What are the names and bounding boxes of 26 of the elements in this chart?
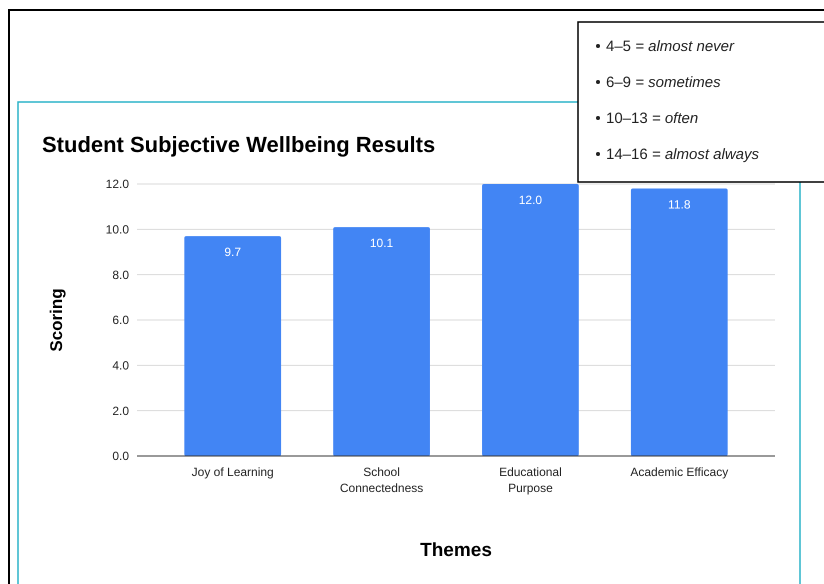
x-axis-title: Themes — [420, 540, 492, 561]
chart-title: Student Subjective Wellbeing Results — [42, 132, 436, 157]
text: 10–13 = often — [606, 110, 698, 127]
text: 4–5 = almost never — [606, 38, 736, 55]
x-tick-label: Educational Purpose — [499, 465, 562, 495]
y-tick-label: 2.0 — [112, 404, 130, 418]
y-axis-title: Scoring — [47, 288, 66, 352]
y-tick-label: 0.0 — [112, 449, 130, 464]
data-label: 12.0 — [518, 193, 542, 207]
y-tick-label: 4.0 — [112, 358, 130, 373]
text: 14–16 = almost always — [606, 146, 760, 163]
y-tick-label: 10.0 — [106, 222, 130, 237]
y-tick-label: 8.0 — [112, 268, 130, 282]
x-tick-label: School Connectedness — [340, 465, 424, 495]
x-tick-label: Academic Efficacy — [630, 465, 728, 479]
y-tick-label: 12.0 — [106, 177, 130, 192]
bar — [482, 184, 579, 456]
data-label: 11.8 — [668, 198, 691, 212]
y-tick-label: 6.0 — [112, 313, 130, 328]
data-label: 9.7 — [224, 245, 242, 260]
data-label: 10.1 — [370, 236, 394, 250]
x-tick-label: Joy of Learning — [192, 465, 274, 479]
bar — [184, 236, 282, 456]
bar — [630, 188, 728, 456]
text: 6–9 = sometimes — [606, 74, 722, 91]
bar — [333, 227, 430, 456]
